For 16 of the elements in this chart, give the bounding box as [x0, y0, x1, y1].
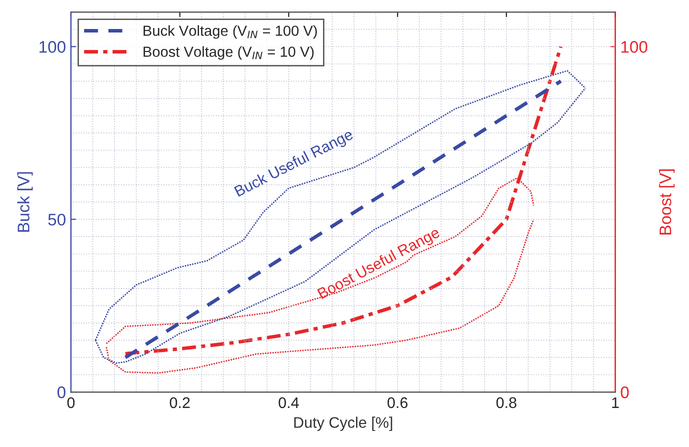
x-tick-label: 0.6: [388, 397, 408, 408]
x-tick-label: 0.2: [170, 397, 190, 408]
y2-tick-label: 100: [621, 41, 648, 53]
x-tick-label: 1: [612, 397, 619, 408]
y-axis-title: Buck [V]: [17, 172, 33, 232]
legend-label: Buck Voltage (V$_{IN}$ = 100 V): [144, 25, 317, 39]
y-tick-label: 0: [57, 386, 66, 398]
legend-label: Boost Voltage (V$_{IN}$ = 10 V): [144, 46, 314, 60]
y-tick-label: 50: [48, 214, 66, 226]
x-axis-title: Duty Cycle [%]: [294, 416, 392, 431]
y2-axis-title: Boost [V]: [659, 169, 675, 234]
x-tick-label: 0.8: [496, 397, 516, 408]
y2-tick-label: 0: [620, 386, 629, 398]
x-tick-label: 0.4: [278, 397, 299, 408]
y-tick-label: 100: [40, 41, 66, 53]
x-tick-label: 0: [67, 397, 75, 408]
